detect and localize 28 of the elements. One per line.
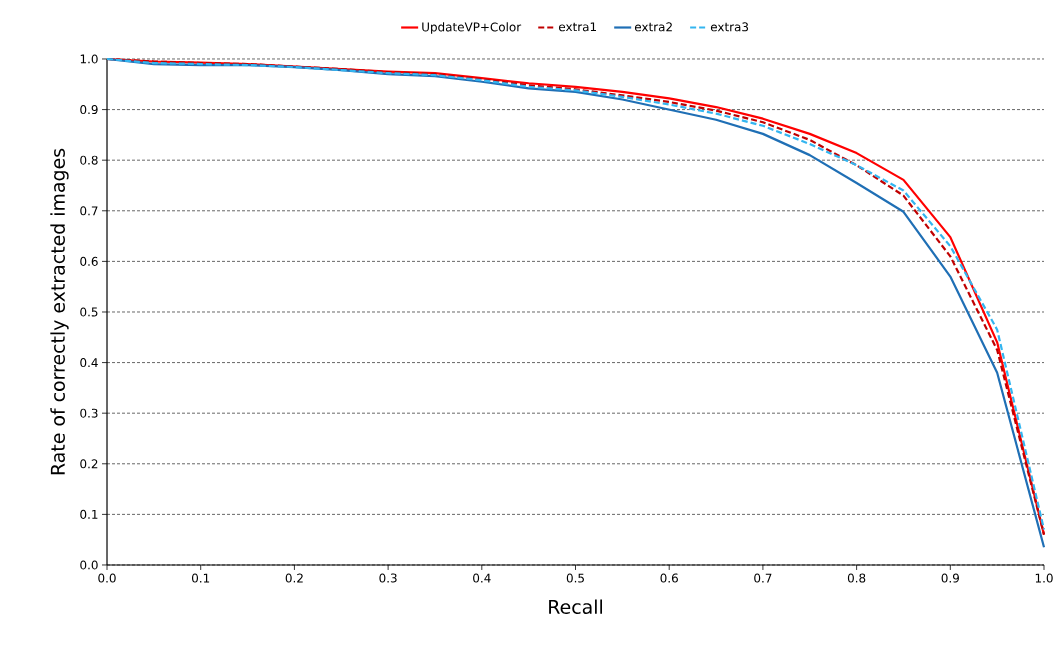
y-tick-label: 0.4: [80, 358, 98, 368]
y-tick-label: 0.6: [80, 256, 98, 266]
y-tick-label: 0.3: [80, 408, 98, 418]
y-tick-label: 0.7: [80, 206, 98, 216]
y-tick-label: 1.0: [80, 54, 98, 64]
x-tick-label: 0.5: [566, 573, 584, 583]
x-tick-label: 0.6: [660, 573, 678, 583]
legend-label: UpdateVP+Color: [422, 22, 522, 34]
x-tick-label: 0.8: [847, 573, 866, 583]
y-tick-label: 0.2: [80, 459, 98, 469]
x-tick-label: 0.9: [941, 573, 959, 583]
legend-label: extra3: [710, 22, 749, 32]
y-tick-label: 0.8: [80, 155, 98, 165]
x-tick-label: 0.3: [379, 573, 397, 583]
y-tick-label: 0.1: [80, 509, 98, 519]
y-axis-title: Rate of correctly extracted images: [50, 148, 69, 475]
legend-label: extra1: [559, 22, 596, 32]
y-tick-label: 0.0: [80, 560, 98, 570]
x-axis-title: Recall: [549, 599, 602, 615]
x-tick-label: 0.1: [191, 573, 210, 583]
x-tick-label: 0.0: [98, 573, 116, 583]
x-tick-label: 1.0: [1035, 573, 1053, 583]
y-tick-label: 0.5: [80, 307, 98, 317]
x-tick-label: 0.7: [754, 573, 772, 583]
x-tick-label: 0.4: [473, 573, 491, 583]
y-tick-label: 0.9: [80, 105, 98, 115]
legend-label: extra2: [634, 22, 672, 32]
x-tick-label: 0.2: [285, 573, 303, 583]
